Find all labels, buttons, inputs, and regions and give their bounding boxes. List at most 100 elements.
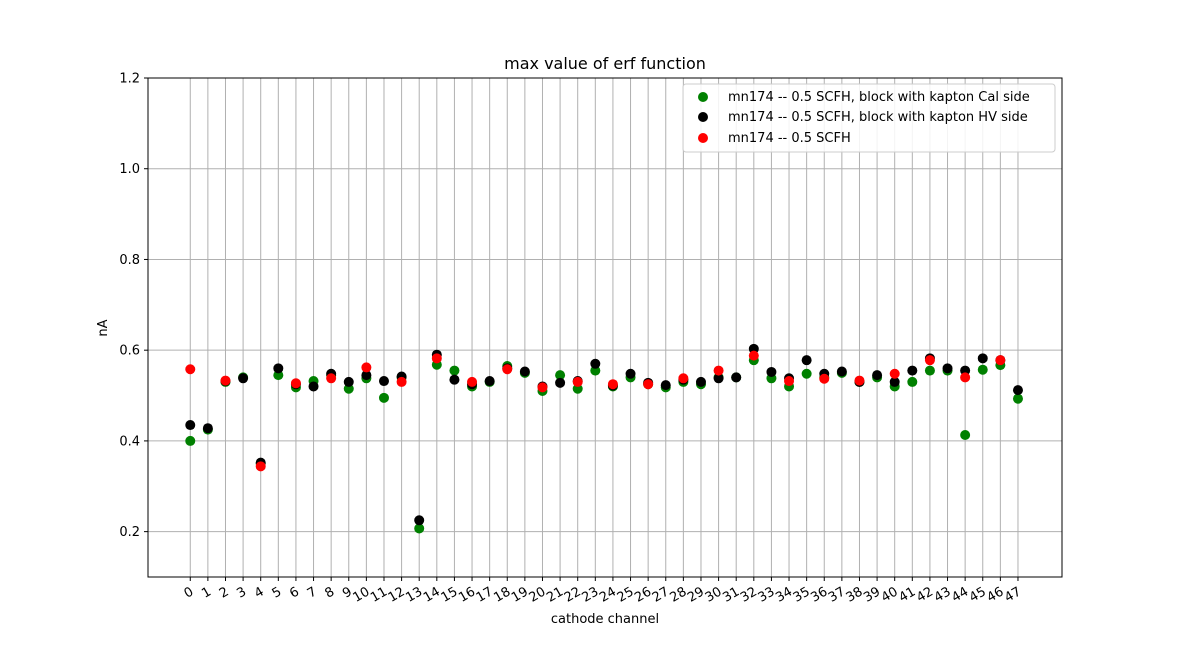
data-point-series-2 [713, 365, 724, 376]
data-point-series-2 [255, 461, 266, 472]
data-point-series-2 [748, 350, 759, 361]
data-point-series-1 [731, 372, 742, 383]
data-point-series-0 [960, 430, 971, 441]
data-point-series-0 [378, 392, 389, 403]
data-point-series-1 [625, 368, 636, 379]
x-tick-label: 29 [685, 584, 707, 605]
data-point-series-1 [273, 363, 284, 374]
data-point-series-2 [326, 373, 337, 384]
data-point-series-2 [643, 379, 654, 390]
data-point-series-2 [220, 375, 231, 386]
data-point-series-0 [924, 365, 935, 376]
data-point-series-1 [942, 363, 953, 374]
chart-title: max value of erf function [504, 54, 706, 73]
data-point-series-1 [202, 423, 213, 434]
x-tick-label: 12 [386, 584, 408, 605]
data-point-series-0 [449, 365, 460, 376]
legend-label-no-block: mn174 -- 0.5 SCFH [728, 131, 851, 146]
x-tick-label: 38 [844, 584, 866, 605]
data-point-series-2 [431, 353, 442, 364]
x-tick-label: 17 [474, 584, 496, 605]
data-point-series-1 [889, 376, 900, 387]
data-point-series-1 [414, 515, 425, 526]
data-point-series-1 [185, 420, 196, 431]
data-point-series-1 [449, 374, 460, 385]
x-tick-label: 25 [615, 584, 637, 605]
legend-label-cal-side: mn174 -- 0.5 SCFH, block with kapton Cal… [728, 90, 1030, 105]
data-point-series-1 [484, 376, 495, 387]
data-point-series-2 [607, 379, 618, 390]
data-point-series-2 [396, 376, 407, 387]
data-points [185, 343, 1023, 534]
x-tick-label: 3 [234, 584, 249, 601]
x-tick-label: 47 [1002, 584, 1024, 605]
x-tick-label: 2 [217, 584, 232, 601]
data-point-series-2 [784, 376, 795, 387]
data-point-series-2 [572, 376, 583, 387]
data-point-series-2 [290, 378, 301, 389]
legend-label-hv-side: mn174 -- 0.5 SCFH, block with kapton HV … [728, 110, 1028, 125]
x-tick-label: 13 [403, 584, 425, 605]
legend-marker-cal-side [698, 92, 708, 102]
data-point-series-2 [678, 373, 689, 384]
data-point-series-0 [185, 435, 196, 446]
data-point-series-2 [889, 368, 900, 379]
x-tick-label: 39 [861, 584, 883, 605]
x-tick-label: 45 [967, 584, 989, 605]
data-point-series-1 [1012, 385, 1023, 396]
x-tick-label: 5 [270, 584, 285, 601]
x-tick-label: 16 [456, 584, 478, 605]
x-tick-label: 43 [932, 584, 954, 605]
y-tick-label: 0.4 [119, 434, 140, 449]
x-tick-label: 36 [808, 584, 830, 605]
x-tick-label: 34 [773, 584, 795, 605]
legend-box [682, 83, 1056, 153]
x-tick-label: 35 [791, 584, 813, 605]
data-point-series-1 [872, 370, 883, 381]
grid-lines [148, 77, 1062, 577]
data-point-series-1 [555, 377, 566, 388]
data-point-series-0 [555, 370, 566, 381]
y-tick-label: 0.8 [119, 253, 140, 268]
x-tick-label: 44 [949, 584, 971, 605]
x-tick-label: 24 [597, 584, 619, 605]
x-tick-label: 40 [879, 584, 901, 605]
y-tick-label: 0.6 [119, 344, 140, 359]
x-tick-label: 46 [985, 584, 1007, 605]
x-tick-label: 31 [720, 584, 742, 605]
y-tick-label: 1.0 [119, 162, 140, 177]
y-axis-label: nA [96, 319, 111, 336]
x-tick-label: 32 [738, 584, 760, 605]
x-tick-label: 28 [668, 584, 690, 605]
x-tick-label: 26 [632, 584, 654, 605]
data-point-series-2 [854, 375, 865, 386]
x-tick-label: 6 [287, 584, 302, 601]
data-point-series-0 [977, 364, 988, 375]
x-tick-label: 20 [527, 584, 549, 605]
data-point-series-1 [977, 353, 988, 364]
x-tick-label: 22 [562, 584, 584, 605]
x-tick-label: 4 [252, 584, 267, 601]
data-point-series-1 [713, 373, 724, 384]
data-point-series-1 [801, 355, 812, 366]
x-tick-label: 37 [826, 584, 848, 605]
data-point-series-1 [907, 365, 918, 376]
x-tick-label: 10 [351, 584, 373, 605]
data-point-series-2 [819, 373, 830, 384]
data-point-series-1 [590, 358, 601, 369]
data-point-series-2 [537, 382, 548, 393]
x-tick-label: 1 [199, 584, 214, 601]
data-point-series-1 [361, 370, 372, 381]
x-tick-label: 33 [756, 584, 778, 605]
data-point-series-2 [995, 355, 1006, 366]
data-point-series-1 [343, 376, 354, 387]
legend-marker-hv-side [698, 112, 708, 122]
x-tick-label: 42 [914, 584, 936, 605]
data-point-series-2 [185, 364, 196, 375]
data-point-series-1 [378, 376, 389, 387]
data-point-series-1 [308, 381, 319, 392]
plot-frame [147, 77, 1063, 578]
data-point-series-1 [766, 366, 777, 377]
data-point-series-1 [660, 380, 671, 391]
